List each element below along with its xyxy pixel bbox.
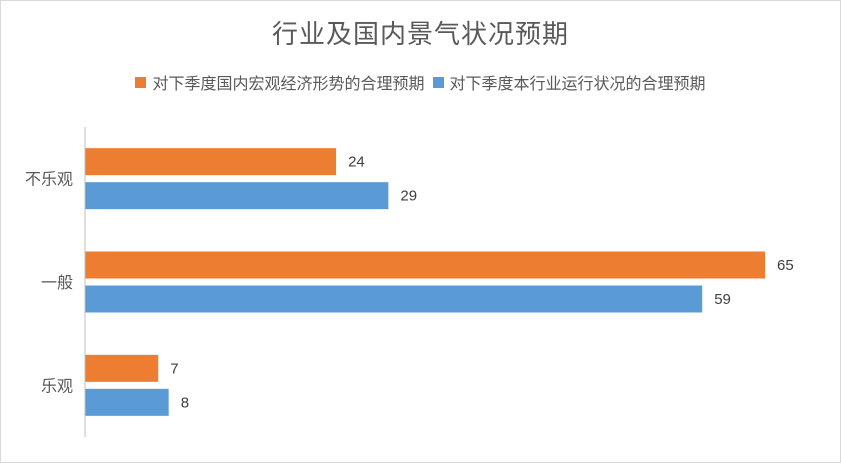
data-label: 7 [170,360,178,377]
data-label: 29 [400,188,417,205]
legend-swatch-series-2 [432,76,444,88]
chart-title: 行业及国内景气状况预期 [271,20,569,50]
legend-item-series-1: 对下季度国内宏观经济形势的合理预期 [135,70,425,94]
data-label: 65 [777,257,794,274]
bar-series-1 [85,251,765,279]
legend-swatch-series-1 [135,76,147,88]
legend-label-series-2: 对下季度本行业运行状况的合理预期 [449,74,706,93]
category-label: 乐观 [41,376,73,395]
chart-legend: 对下季度国内宏观经济形势的合理预期 对下季度本行业运行状况的合理预期 [0,70,841,94]
bar-series-1 [85,148,337,176]
category-label: 不乐观 [25,170,73,189]
category-label: 一般 [41,273,73,292]
bar-series-1 [85,354,159,382]
data-label: 8 [181,394,189,411]
bar-series-2 [85,388,169,416]
legend-item-series-2: 对下季度本行业运行状况的合理预期 [432,70,706,94]
bar-series-2 [85,182,389,210]
bar-series-2 [85,285,703,313]
legend-label-series-1: 对下季度国内宏观经济形势的合理预期 [152,74,425,93]
data-label: 24 [348,154,365,171]
data-label: 59 [714,291,731,308]
